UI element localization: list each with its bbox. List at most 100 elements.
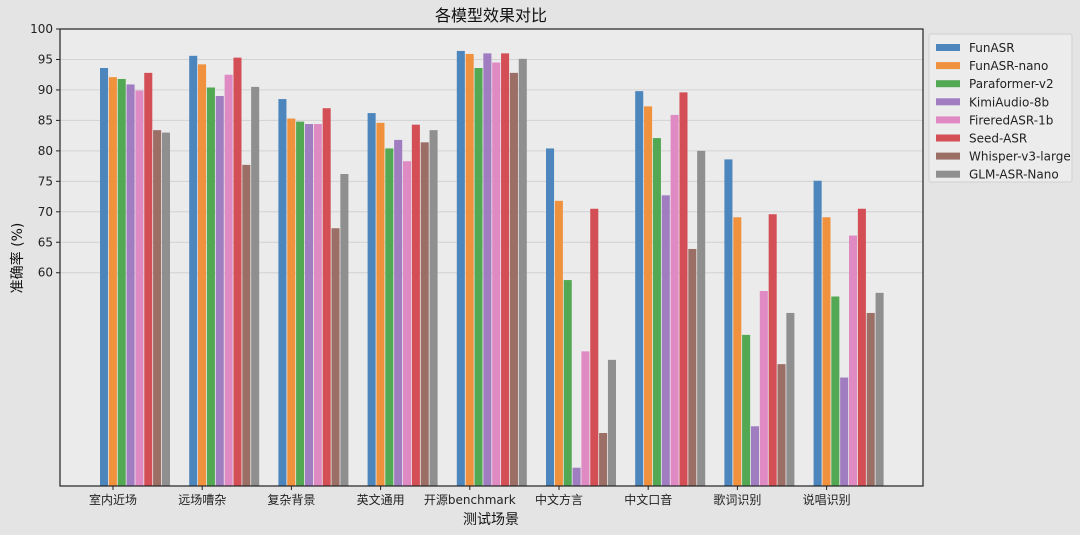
bar <box>198 64 207 486</box>
plot-frame <box>59 28 924 487</box>
x-tick-label: 英文通用 <box>357 492 405 507</box>
y-tick-label: 75 <box>38 174 53 188</box>
y-tick-label: 95 <box>38 52 53 66</box>
bar <box>144 72 153 486</box>
x-tick-label: 歌词识别 <box>713 492 761 507</box>
bar <box>607 359 616 486</box>
x-tick-label: 开源benchmark <box>424 493 516 507</box>
bar <box>492 62 501 486</box>
bar <box>581 351 590 486</box>
bar-group <box>813 180 884 486</box>
bar <box>777 364 786 486</box>
bar <box>759 291 768 486</box>
legend-label: Whisper-v3-large <box>969 150 1071 164</box>
bar <box>287 118 296 487</box>
bar <box>840 377 849 486</box>
bar-group <box>189 55 260 487</box>
x-tick-label: 中文方言 <box>535 492 583 507</box>
bar <box>866 312 875 486</box>
bar <box>474 67 483 487</box>
y-tick-label: 85 <box>38 113 53 127</box>
legend-swatch <box>936 62 960 70</box>
bar <box>554 200 563 486</box>
bar <box>697 150 706 486</box>
bar <box>242 164 251 486</box>
legend-label: Paraformer-v2 <box>969 77 1054 91</box>
bar <box>420 142 429 486</box>
bar <box>126 84 135 486</box>
bar <box>331 228 340 486</box>
bar <box>456 50 465 486</box>
legend-swatch <box>936 44 960 51</box>
bar <box>135 90 144 486</box>
bar <box>367 113 376 486</box>
bar <box>215 96 224 486</box>
bar <box>813 180 822 486</box>
bar <box>313 124 322 486</box>
legend-label: GLM-ASR-Nano <box>969 168 1059 182</box>
bar-group <box>724 159 795 486</box>
bar <box>546 148 555 487</box>
bar <box>652 138 661 486</box>
legend-item: FunASR <box>936 41 1015 55</box>
legend-item: Paraformer-v2 <box>936 77 1054 91</box>
legend-label: FunASR <box>969 41 1015 55</box>
bar-group <box>546 148 616 487</box>
legend-label: KimiAudio-8b <box>969 95 1049 109</box>
legend-swatch <box>936 116 960 124</box>
bar <box>635 91 644 486</box>
bar <box>233 57 242 486</box>
legend-swatch <box>936 134 960 142</box>
bar <box>742 334 751 486</box>
x-axis-label: 测试场景 <box>463 512 519 528</box>
bar <box>322 108 331 487</box>
legend-item: GLM-ASR-Nano <box>936 168 1059 182</box>
bar <box>679 92 688 486</box>
bar <box>849 235 858 486</box>
bars <box>100 50 884 487</box>
bar <box>501 53 510 487</box>
bar <box>206 87 215 486</box>
bar <box>411 124 420 486</box>
legend-item: Seed-ASR <box>936 132 1027 146</box>
legend-label: Seed-ASR <box>969 132 1027 146</box>
bar <box>385 148 394 487</box>
y-axis: 60 65 70 75 80 85 90 95 100 <box>30 22 60 280</box>
y-tick-label: 80 <box>38 144 53 158</box>
x-tick-label: 中文口音 <box>624 492 672 507</box>
bar <box>161 132 170 486</box>
bar <box>429 130 438 486</box>
bar <box>875 292 884 486</box>
bar <box>768 214 777 486</box>
bar <box>100 67 109 487</box>
x-tick-label: 说唱识别 <box>803 492 851 507</box>
bar <box>509 72 518 486</box>
bar <box>304 124 313 486</box>
legend-swatch <box>936 152 960 160</box>
bar <box>670 114 679 486</box>
legend-item: KimiAudio-8b <box>936 95 1049 109</box>
bar <box>733 217 742 486</box>
legend-swatch <box>936 170 960 178</box>
legend: FunASR FunASR-nano Paraformer-v2 KimiAudio-… <box>928 33 1073 183</box>
legend-label: FireredASR-1b <box>969 113 1053 127</box>
x-tick-label: 复杂背景 <box>267 493 315 507</box>
bar <box>403 161 412 486</box>
bar <box>661 195 670 486</box>
bar <box>590 208 599 486</box>
bar <box>278 99 287 486</box>
y-axis-label: 准确率 (%) <box>9 223 26 294</box>
legend-item: FireredASR-1b <box>936 113 1053 127</box>
bar <box>153 130 162 486</box>
bar <box>786 312 795 486</box>
bar <box>644 106 653 487</box>
x-axis: 室内近场 远场嘈杂 复杂背景 英文通用 开源benchmark 中文方言 中文口音 歌词识别 说… <box>89 486 851 507</box>
chart-title: 各模型效果对比 <box>435 6 547 25</box>
legend-label: FunASR-nano <box>969 59 1048 73</box>
legend-box <box>928 33 1073 183</box>
bar-group <box>278 99 349 487</box>
bar <box>857 208 866 486</box>
y-tick-label: 100 <box>30 22 53 36</box>
bar <box>831 296 840 486</box>
